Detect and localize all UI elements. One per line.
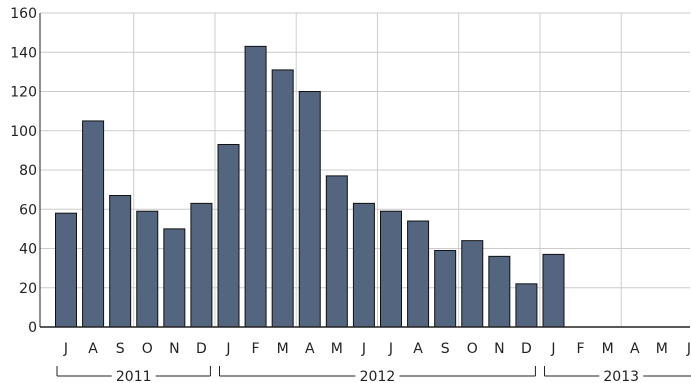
x-tick-label: O xyxy=(467,341,478,357)
x-tick-label: F xyxy=(577,341,585,357)
y-tick-label: 40 xyxy=(19,242,37,258)
x-tick-label: M xyxy=(277,341,289,357)
y-tick-label: 60 xyxy=(19,202,37,218)
x-tick-label: J xyxy=(225,341,230,357)
year-label: 2013 xyxy=(603,369,639,383)
x-tick-label: M xyxy=(656,341,668,357)
y-tick-label: 100 xyxy=(10,124,37,140)
y-tick-label: 20 xyxy=(19,281,37,297)
bar xyxy=(488,255,511,328)
bar xyxy=(380,210,402,328)
x-tick-label: N xyxy=(494,341,504,357)
x-tick-label: A xyxy=(305,341,315,357)
bar xyxy=(109,195,132,328)
x-tick-label: O xyxy=(142,341,153,357)
x-tick-label: S xyxy=(116,341,125,357)
grid-layer xyxy=(40,12,690,327)
bar xyxy=(407,220,430,328)
y-tick-label: 120 xyxy=(10,85,37,101)
bar xyxy=(244,45,267,328)
x-tick-label: D xyxy=(196,341,207,357)
bar xyxy=(271,69,294,328)
bar xyxy=(136,210,159,328)
axis-layer xyxy=(39,13,691,377)
x-tick-label: F xyxy=(252,341,260,357)
x-tick-label: M xyxy=(331,341,343,357)
bar xyxy=(190,202,213,328)
bar xyxy=(434,249,457,328)
x-tick-label: S xyxy=(441,341,450,357)
x-tick-label: A xyxy=(630,341,640,357)
y-tick-label: 160 xyxy=(10,6,37,22)
x-tick-label: J xyxy=(686,341,691,357)
x-tick-label: J xyxy=(550,341,555,357)
y-tick-label: 0 xyxy=(28,320,37,336)
bar xyxy=(461,240,484,328)
bar xyxy=(298,91,321,328)
x-tick-label: A xyxy=(88,341,98,357)
bar xyxy=(515,283,538,328)
bar xyxy=(82,120,105,328)
y-tick-label: 80 xyxy=(19,163,37,179)
bar-layer xyxy=(55,45,565,328)
x-tick-label: N xyxy=(169,341,179,357)
bar xyxy=(542,253,565,328)
y-tick-label: 140 xyxy=(10,45,37,61)
bar xyxy=(55,212,77,328)
x-tick-label: J xyxy=(388,341,393,357)
bar xyxy=(217,143,240,328)
x-tick-label: D xyxy=(521,341,532,357)
year-label: 2011 xyxy=(116,369,152,383)
x-tick-label: J xyxy=(361,341,366,357)
bar xyxy=(352,202,375,328)
bar xyxy=(163,228,186,328)
x-tick-label: J xyxy=(63,341,68,357)
bar xyxy=(325,175,348,328)
x-tick-label: A xyxy=(413,341,423,357)
year-label: 2012 xyxy=(360,369,396,383)
x-tick-label: M xyxy=(602,341,614,357)
